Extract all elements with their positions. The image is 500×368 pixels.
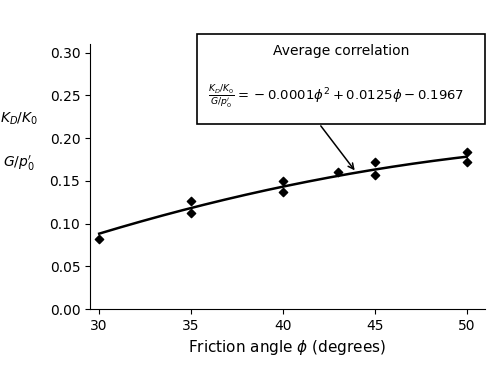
Text: Average correlation: Average correlation [272, 44, 409, 58]
Point [462, 159, 470, 165]
X-axis label: Friction angle $\phi$ (degrees): Friction angle $\phi$ (degrees) [188, 339, 386, 357]
Point [279, 189, 287, 195]
Text: $K_D / K_0$: $K_D / K_0$ [0, 110, 38, 127]
Point [187, 198, 195, 204]
Text: $\frac{K_D / K_0}{G / p^{\prime}_0} = -0.0001\phi^2 + 0.0125\phi - 0.1967$: $\frac{K_D / K_0}{G / p^{\prime}_0} = -0… [208, 84, 465, 111]
Point [462, 149, 470, 155]
Point [187, 210, 195, 216]
FancyBboxPatch shape [196, 33, 485, 124]
Text: $G / p^{\prime}_0$: $G / p^{\prime}_0$ [3, 154, 35, 173]
Point [371, 159, 379, 165]
Point [279, 178, 287, 184]
Point [371, 172, 379, 178]
Point [95, 236, 103, 242]
Point [334, 169, 342, 175]
